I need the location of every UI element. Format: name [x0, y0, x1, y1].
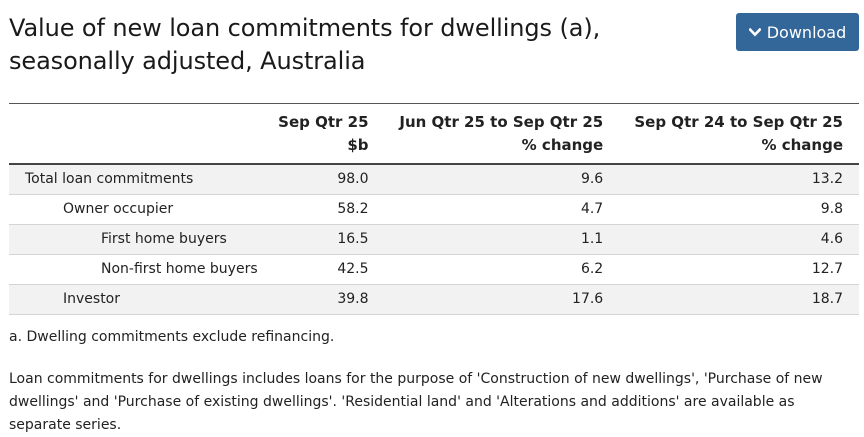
table-cell: 1.1 [384, 224, 620, 255]
row-label: Non-first home buyers [9, 254, 271, 285]
column-header-line2: % change [521, 136, 604, 154]
table-row: Owner occupier 58.2 4.7 9.8 [9, 194, 859, 225]
page-title: Value of new loan commitments for dwelli… [9, 14, 601, 75]
column-header-line2: $b [347, 136, 369, 154]
table-cell: 16.5 [271, 224, 385, 255]
chevron-down-icon [748, 27, 761, 36]
column-header-line1: Sep Qtr 25 [278, 113, 369, 131]
table-row: Investor 39.8 17.6 18.7 [9, 284, 859, 315]
column-header-line2: % change [761, 136, 843, 154]
column-header-value: Sep Qtr 25 $b [271, 103, 385, 165]
column-header-line1: Jun Qtr 25 to Sep Qtr 25 [399, 113, 604, 131]
table-row: Non-first home buyers 42.5 6.2 12.7 [9, 254, 859, 285]
table-cell: 9.6 [384, 164, 620, 195]
table-cell: 13.2 [619, 164, 859, 195]
column-header-line1: Sep Qtr 24 to Sep Qtr 25 [634, 113, 843, 131]
row-label: Investor [9, 284, 271, 315]
download-button-label: Download [766, 22, 847, 42]
table-cell: 6.2 [384, 254, 620, 285]
table-row: First home buyers 16.5 1.1 4.6 [9, 224, 859, 255]
table-cell: 4.7 [384, 194, 620, 225]
column-header-quarterly-change: Jun Qtr 25 to Sep Qtr 25 % change [384, 103, 620, 165]
table-row: Total loan commitments 98.0 9.6 13.2 [9, 164, 859, 195]
row-label: Owner occupier [9, 194, 271, 225]
table-cell: 39.8 [271, 284, 385, 315]
row-label: First home buyers [9, 224, 271, 255]
column-header-annual-change: Sep Qtr 24 to Sep Qtr 25 % change [619, 103, 859, 165]
row-label: Total loan commitments [9, 164, 271, 195]
table-cell: 12.7 [619, 254, 859, 285]
explanatory-note: Loan commitments for dwellings includes … [9, 371, 823, 433]
table-cell: 42.5 [271, 254, 385, 285]
download-button[interactable]: Download [736, 13, 859, 51]
table-cell: 58.2 [271, 194, 385, 225]
table-cell: 17.6 [384, 284, 620, 315]
data-table: Sep Qtr 25 $b Jun Qtr 25 to Sep Qtr 25 %… [9, 103, 859, 315]
table-cell: 98.0 [271, 164, 385, 195]
table-cell: 9.8 [619, 194, 859, 225]
footnote: a. Dwelling commitments exclude refinanc… [9, 329, 335, 345]
table-header-blank [9, 103, 271, 165]
table-header-row: Sep Qtr 25 $b Jun Qtr 25 to Sep Qtr 25 %… [9, 103, 859, 165]
table-cell: 18.7 [619, 284, 859, 315]
table-cell: 4.6 [619, 224, 859, 255]
